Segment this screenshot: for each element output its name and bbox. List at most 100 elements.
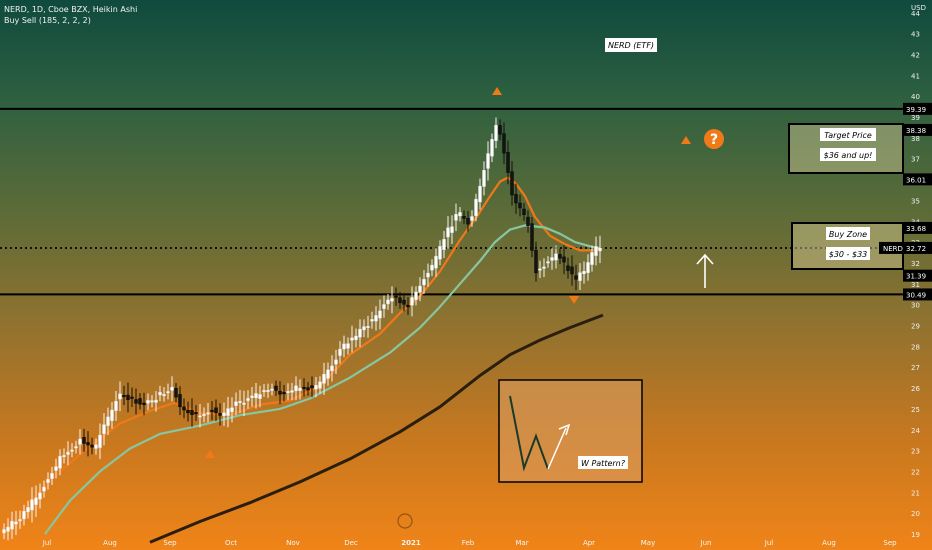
- sell-signal-marker: [569, 296, 579, 304]
- candle-body: [182, 406, 186, 411]
- candle-body: [498, 125, 502, 135]
- candle-body: [70, 449, 74, 452]
- y-tick-label: 20: [911, 510, 920, 518]
- candle-body: [578, 272, 582, 281]
- candle-body: [94, 444, 98, 449]
- candle-body: [358, 328, 362, 338]
- price-tag-target-bottom-bg: [903, 173, 932, 186]
- candle-body: [10, 521, 14, 530]
- symbol-title: NERD, 1D, Cboe BZX, Heikin Ashi: [4, 5, 138, 14]
- y-tick-label: 21: [911, 489, 920, 497]
- candle-body: [54, 466, 58, 471]
- buy-title-bg: [826, 227, 870, 240]
- candle-body: [378, 310, 382, 319]
- buy-signal-marker: [681, 136, 691, 144]
- price-tag-buy-bottom: 31.39: [906, 273, 926, 281]
- buy-signal-marker: [492, 87, 502, 95]
- candle-body: [150, 400, 154, 403]
- y-tick-label: 31: [911, 281, 920, 289]
- target-range-bg: [820, 148, 876, 161]
- candle-body: [242, 402, 246, 405]
- candle-body: [102, 424, 106, 434]
- candle-body: [502, 133, 506, 154]
- earnings-icon: [397, 513, 413, 529]
- candle-body: [122, 395, 126, 398]
- candle-body: [482, 170, 486, 187]
- question-mark-text: ?: [710, 132, 718, 148]
- candle-body: [350, 337, 354, 341]
- etf-label-bg: [605, 38, 657, 52]
- candle-body: [206, 412, 210, 415]
- x-tick-label: Aug: [822, 539, 836, 547]
- candle-body: [90, 444, 94, 448]
- candle-body: [370, 319, 374, 322]
- y-tick-label: 27: [911, 364, 920, 372]
- candle-body: [390, 298, 394, 302]
- x-tick-label: Oct: [225, 539, 237, 547]
- candle-body: [366, 326, 370, 328]
- candle-body: [158, 391, 162, 396]
- currency-label: USD: [911, 4, 926, 12]
- candle-body: [546, 261, 550, 264]
- candle-body: [314, 384, 318, 390]
- candle-body: [154, 399, 158, 403]
- candle-body: [46, 479, 50, 483]
- y-tick-label: 42: [911, 51, 920, 59]
- candle-body: [566, 265, 570, 271]
- candle-body: [426, 272, 430, 278]
- etf-label: NERD (ETF): [608, 41, 654, 50]
- candle-body: [198, 415, 202, 418]
- candle-body: [518, 202, 522, 209]
- candle-body: [410, 297, 414, 306]
- candle-body: [126, 394, 130, 400]
- candle-body: [458, 212, 462, 217]
- candle-body: [298, 387, 302, 391]
- candle-body: [406, 304, 410, 308]
- candle-body: [30, 499, 34, 511]
- candle-body: [550, 257, 554, 261]
- price-tag-target-top-bg: [903, 123, 932, 136]
- x-tick-label: Feb: [462, 539, 475, 547]
- candle-body: [258, 394, 262, 399]
- candle-body: [306, 387, 310, 391]
- candle-body: [254, 393, 258, 399]
- question-icon: [704, 129, 724, 149]
- candle-body: [514, 194, 518, 204]
- candle-body: [382, 304, 386, 309]
- candle-body: [18, 519, 22, 522]
- w-pattern-label-bg: [578, 456, 628, 469]
- x-tick-label: Dec: [344, 539, 358, 547]
- candle-body: [394, 295, 398, 298]
- y-tick-label: 40: [911, 93, 920, 101]
- candle-body: [270, 388, 274, 391]
- candle-body: [434, 255, 438, 269]
- candle-body: [98, 434, 102, 448]
- candle-body: [78, 438, 82, 445]
- target-title-bg: [820, 128, 876, 141]
- candle-body: [286, 391, 290, 394]
- ema-slow-line: [44, 224, 601, 535]
- sma-long-line: [149, 313, 604, 544]
- candle-body: [170, 387, 174, 391]
- x-tick-label: Mar: [515, 539, 528, 547]
- candle-body: [262, 390, 266, 393]
- candle-body: [326, 369, 330, 379]
- y-tick-label: 24: [911, 427, 920, 435]
- x-tick-label: Jun: [700, 539, 712, 547]
- ema-fast-line: [0, 176, 603, 529]
- price-tag-high-bg: [903, 102, 932, 115]
- candle-body: [538, 268, 542, 271]
- candle-body: [346, 343, 350, 349]
- candle-body: [14, 521, 18, 525]
- candle-body: [586, 262, 590, 274]
- candle-body: [430, 264, 434, 271]
- price-tag-support: 30.49: [906, 291, 926, 299]
- price-tag-support-bg: [903, 288, 932, 301]
- candle-body: [86, 442, 90, 446]
- candle-body: [62, 455, 66, 458]
- candle-body: [134, 399, 138, 404]
- y-tick-label: 43: [911, 31, 920, 39]
- candle-body: [386, 299, 390, 305]
